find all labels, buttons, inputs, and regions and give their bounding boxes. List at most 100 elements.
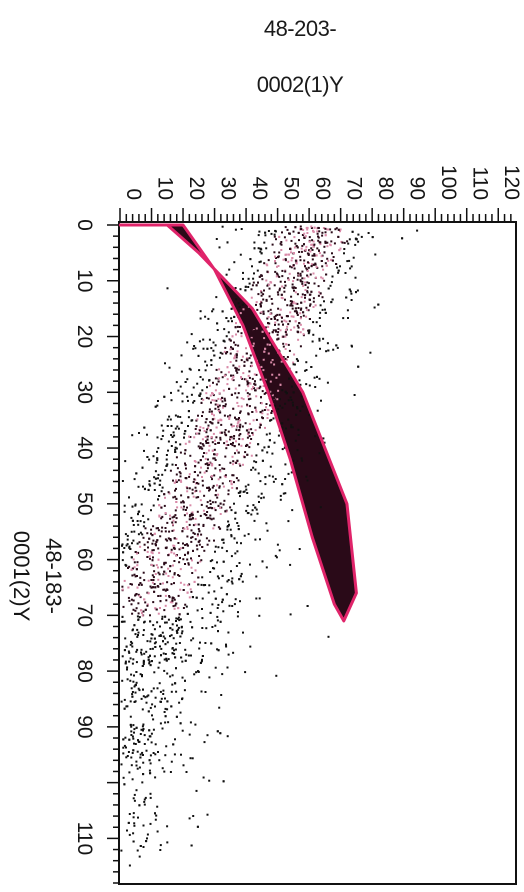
scatter-point [137, 602, 140, 605]
scatter-point [144, 601, 147, 604]
scatter-point [213, 417, 216, 420]
scatter-point [250, 310, 253, 313]
scatter-point [319, 243, 322, 246]
scatter-point [245, 389, 248, 392]
scatter-point [293, 236, 296, 239]
scatter-point [285, 253, 288, 256]
scatter-point [197, 583, 200, 586]
top-axis-tick-label: 90 [406, 177, 429, 200]
scatter-point [200, 466, 202, 469]
scatter-point [196, 825, 199, 828]
scatter-point [163, 669, 166, 672]
scatter-point [219, 436, 222, 439]
scatter-point [250, 428, 253, 431]
scatter-point [262, 369, 265, 372]
scatter-point [178, 619, 181, 622]
scatter-point [239, 288, 242, 291]
scatter-point [164, 594, 167, 597]
scatter-point [189, 620, 192, 623]
scatter-point [139, 753, 142, 756]
scatter-point [305, 383, 308, 386]
scatter-point [236, 396, 239, 399]
scatter-point [123, 698, 126, 701]
scatter-point [231, 582, 234, 585]
scatter-point [230, 580, 233, 583]
scatter-point [243, 364, 246, 367]
scatter-point [349, 267, 352, 270]
scatter-point [220, 431, 223, 434]
scatter-point [164, 754, 167, 757]
scatter-point [274, 329, 277, 332]
scatter-point [180, 656, 183, 659]
scatter-point [153, 671, 156, 674]
scatter-point [169, 469, 172, 472]
scatter-point [170, 445, 173, 447]
scatter-point [131, 693, 134, 696]
scatter-point [206, 734, 209, 737]
scatter-point [121, 588, 124, 591]
scatter-point [204, 369, 207, 372]
scatter-point [211, 559, 214, 562]
scatter-point [302, 314, 305, 317]
scatter-point [186, 395, 189, 398]
scatter-point [157, 666, 160, 669]
scatter-point [282, 342, 285, 345]
scatter-point [329, 284, 332, 287]
scatter-point [303, 300, 306, 303]
top-axis-tick-label: 80 [374, 177, 397, 200]
scatter-point [167, 440, 170, 443]
scatter-point [173, 753, 176, 756]
scatter-point [233, 481, 235, 484]
scatter-point [148, 729, 151, 732]
scatter-point [201, 617, 204, 620]
scatter-point [136, 648, 139, 651]
scatter-point [267, 310, 270, 313]
scatter-point [194, 347, 197, 350]
scatter-point [172, 479, 174, 482]
scatter-point [216, 730, 219, 733]
scatter-point [132, 832, 135, 835]
scatter-point [238, 434, 241, 437]
scatter-point [137, 618, 140, 621]
scatter-point [314, 435, 317, 438]
scatter-point [140, 728, 143, 731]
plot-frame [118, 221, 517, 885]
scatter-point [263, 350, 266, 353]
scatter-point [213, 414, 215, 417]
scatter-point [245, 317, 248, 319]
scatter-point [317, 226, 320, 229]
scatter-point [237, 479, 240, 482]
scatter-point [266, 417, 269, 419]
scatter-point [222, 541, 225, 544]
scatter-point [180, 506, 183, 509]
scatter-point [133, 822, 136, 825]
scatter-point [243, 378, 246, 381]
scatter-point [167, 491, 170, 494]
scatter-point [147, 694, 150, 697]
scatter-point [157, 498, 159, 501]
scatter-point [244, 285, 247, 288]
scatter-point [146, 433, 148, 436]
scatter-point [140, 583, 143, 586]
scatter-point [127, 751, 130, 753]
scatter-point [239, 464, 242, 467]
scatter-point [263, 289, 265, 292]
scatter-point [141, 665, 144, 667]
scatter-point [205, 440, 207, 443]
scatter-point [296, 312, 299, 315]
scatter-point [209, 611, 212, 614]
scatter-point [220, 586, 223, 589]
scatter-point [150, 579, 153, 581]
scatter-point [284, 390, 287, 393]
scatter-point [129, 679, 132, 682]
scatter-point [171, 647, 174, 650]
scatter-point [350, 265, 353, 268]
scatter-point [273, 363, 276, 366]
scatter-point [136, 615, 139, 618]
scatter-point [314, 263, 317, 266]
scatter-point [223, 475, 226, 478]
scatter-point [228, 416, 231, 419]
scatter-point [154, 477, 157, 480]
scatter-point [145, 650, 148, 653]
scatter-point [253, 241, 256, 244]
